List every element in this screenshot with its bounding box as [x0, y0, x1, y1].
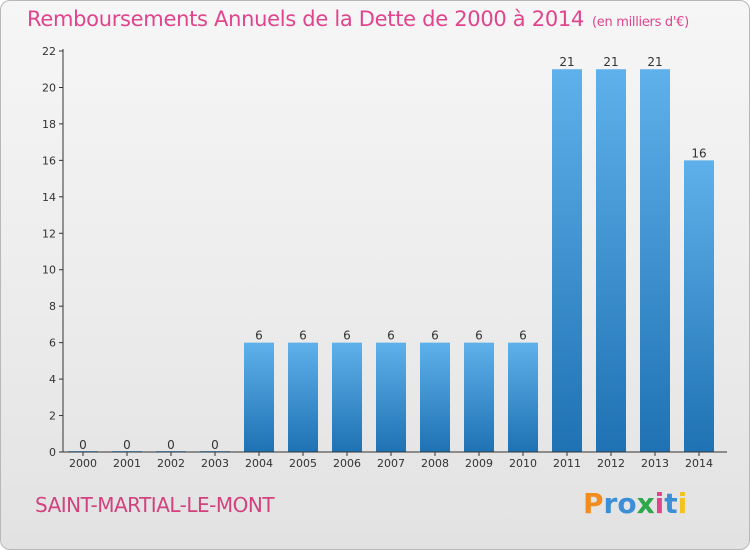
x-tick-label: 2001: [113, 457, 141, 470]
logo-letter: i: [677, 487, 688, 520]
y-tick-label: 10: [42, 264, 56, 277]
axis-layer: 0 2 4 6 8 10 12 14 16 18 20 22 2000 2001 2002 2003 2004 2…: [42, 45, 727, 470]
value-label: 21: [603, 55, 618, 69]
logo-letter: P: [583, 487, 604, 520]
value-label: 21: [559, 55, 574, 69]
chart-unit: (en milliers d'€): [592, 15, 689, 30]
x-tick-label: 2002: [157, 457, 185, 470]
bar: [332, 342, 362, 452]
chart-title: Remboursements Annuels de la Dette de 20…: [27, 7, 689, 31]
x-tick-label: 2006: [333, 457, 361, 470]
x-tick-label: 2011: [553, 457, 581, 470]
x-tick-label: 2009: [465, 457, 493, 470]
y-tick-label: 12: [42, 227, 56, 240]
x-tick-label: 2008: [421, 457, 449, 470]
label-layer: 0 0 0 0 6 6 6 6 6 6 6 21 21 21 16: [79, 55, 706, 452]
y-tick-label: 14: [42, 191, 56, 204]
y-tick-label: 8: [49, 300, 56, 313]
logo-letter: r: [603, 487, 618, 520]
bar-layer: [68, 69, 714, 453]
bar: [376, 342, 406, 452]
y-tick-label: 18: [42, 118, 56, 131]
x-tick-label: 2010: [509, 457, 537, 470]
x-tick-label: 2014: [685, 457, 713, 470]
value-label: 0: [211, 438, 219, 452]
logo-letter: t: [664, 487, 678, 520]
y-tick-label: 20: [42, 81, 56, 94]
value-label: 6: [387, 329, 395, 343]
logo-letter: x: [636, 487, 655, 520]
commune-name: SAINT-MARTIAL-LE-MONT: [35, 493, 275, 517]
y-tick-label: 4: [49, 373, 56, 386]
value-label: 6: [255, 329, 263, 343]
value-label: 0: [123, 438, 131, 452]
logo-letter: o: [617, 487, 637, 520]
x-tick-label: 2000: [69, 457, 97, 470]
bar: [684, 160, 714, 452]
x-tick-label: 2007: [377, 457, 405, 470]
x-tick-label: 2005: [289, 457, 317, 470]
bar: [596, 69, 626, 453]
value-label: 21: [647, 55, 662, 69]
value-label: 6: [519, 329, 527, 343]
value-label: 6: [431, 329, 439, 343]
y-tick-label: 22: [42, 45, 56, 58]
x-tick-label: 2004: [245, 457, 273, 470]
x-tick-label: 2013: [641, 457, 669, 470]
bar: [288, 342, 318, 452]
bar: [508, 342, 538, 452]
y-tick-label: 6: [49, 337, 56, 350]
bar: [420, 342, 450, 452]
bar: [464, 342, 494, 452]
value-label: 16: [691, 146, 706, 160]
value-label: 6: [475, 329, 483, 343]
y-tick-label: 16: [42, 154, 56, 167]
proxiti-logo: Proxiti: [583, 487, 687, 520]
bar: [640, 69, 670, 453]
y-tick-label: 0: [49, 446, 56, 459]
y-tick-label: 2: [49, 410, 56, 423]
x-tick-label: 2012: [597, 457, 625, 470]
x-tick-label: 2003: [201, 457, 229, 470]
value-label: 6: [299, 329, 307, 343]
logo-letter: i: [654, 487, 665, 520]
value-label: 6: [343, 329, 351, 343]
bar: [552, 69, 582, 453]
value-label: 0: [79, 438, 87, 452]
bar: [244, 342, 274, 452]
value-label: 0: [167, 438, 175, 452]
